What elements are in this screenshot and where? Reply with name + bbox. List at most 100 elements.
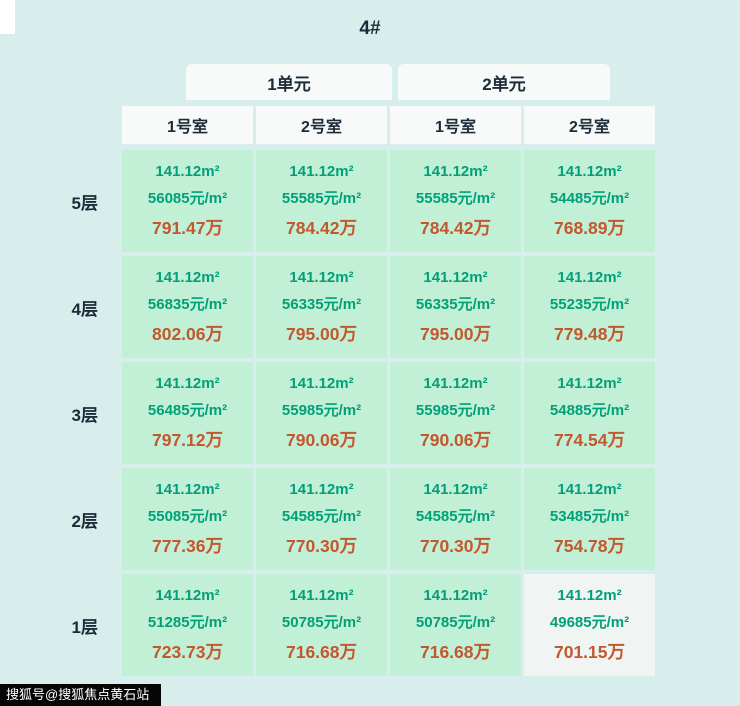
table-row: 141.12m² 56485元/m² 797.12万 141.12m² 5598…	[122, 362, 655, 464]
cell-unit-price: 55235元/m²	[549, 295, 630, 313]
cell-total-price: 723.73万	[151, 641, 224, 662]
cell-area: 141.12m²	[155, 480, 220, 498]
floor-label: 5层	[71, 193, 98, 213]
cell-area: 141.12m²	[557, 268, 622, 286]
corner-notch	[0, 0, 15, 34]
cell-total-price: 797.12万	[151, 429, 224, 450]
cell-unit-price: 51285元/m²	[147, 613, 228, 631]
cell-area: 141.12m²	[423, 374, 488, 392]
cell-total-price: 716.68万	[285, 641, 358, 662]
price-cell: 141.12m² 50785元/m² 716.68万	[390, 574, 521, 676]
floor-label: 1层	[71, 617, 98, 637]
cell-total-price: 790.06万	[419, 429, 492, 450]
cell-unit-price: 54885元/m²	[549, 401, 630, 419]
cell-total-price: 701.15万	[553, 641, 626, 662]
price-cell: 141.12m² 56835元/m² 802.06万	[122, 256, 253, 358]
cell-area: 141.12m²	[289, 374, 354, 392]
cell-area: 141.12m²	[289, 586, 354, 604]
cell-total-price: 777.36万	[151, 535, 224, 556]
price-cell: 141.12m² 55585元/m² 784.42万	[256, 150, 387, 252]
price-cell: 141.12m² 55235元/m² 779.48万	[524, 256, 655, 358]
cell-total-price: 784.42万	[285, 217, 358, 238]
cell-unit-price: 55985元/m²	[281, 401, 362, 419]
cell-area: 141.12m²	[423, 480, 488, 498]
cell-unit-price: 50785元/m²	[415, 613, 496, 631]
price-cell: 141.12m² 54485元/m² 768.89万	[524, 150, 655, 252]
cell-area: 141.12m²	[557, 162, 622, 180]
unit-tab-1[interactable]: 1单元	[186, 64, 392, 100]
floor-label: 2层	[71, 511, 98, 531]
cell-total-price: 795.00万	[419, 323, 492, 344]
cell-unit-price: 55085元/m²	[147, 507, 228, 525]
floor-label-column: 5层 4层 3层 2层 1层	[0, 150, 112, 676]
cell-total-price: 784.42万	[419, 217, 492, 238]
room-header: 2号室	[524, 106, 655, 144]
cell-area: 141.12m²	[289, 480, 354, 498]
cell-total-price: 770.30万	[285, 535, 358, 556]
table-rows: 141.12m² 56085元/m² 791.47万 141.12m² 5558…	[122, 150, 655, 676]
price-cell: 141.12m² 55985元/m² 790.06万	[390, 362, 521, 464]
cell-area: 141.12m²	[289, 268, 354, 286]
cell-unit-price: 55585元/m²	[281, 189, 362, 207]
room-header: 1号室	[122, 106, 253, 144]
cell-area: 141.12m²	[155, 162, 220, 180]
cell-unit-price: 54485元/m²	[549, 189, 630, 207]
price-cell: 141.12m² 56485元/m² 797.12万	[122, 362, 253, 464]
price-cell: 141.12m² 54585元/m² 770.30万	[256, 468, 387, 570]
cell-unit-price: 56835元/m²	[147, 295, 228, 313]
cell-unit-price: 49685元/m²	[549, 613, 630, 631]
table-row: 141.12m² 51285元/m² 723.73万 141.12m² 5078…	[122, 574, 655, 676]
cell-area: 141.12m²	[155, 268, 220, 286]
price-cell-highlighted: 141.12m² 49685元/m² 701.15万	[524, 574, 655, 676]
cell-area: 141.12m²	[557, 374, 622, 392]
table-row: 141.12m² 56835元/m² 802.06万 141.12m² 5633…	[122, 256, 655, 358]
cell-area: 141.12m²	[557, 480, 622, 498]
cell-area: 141.12m²	[423, 268, 488, 286]
room-header: 1号室	[390, 106, 521, 144]
cell-area: 141.12m²	[557, 586, 622, 604]
cell-total-price: 779.48万	[553, 323, 626, 344]
cell-unit-price: 50785元/m²	[281, 613, 362, 631]
price-cell: 141.12m² 54585元/m² 770.30万	[390, 468, 521, 570]
cell-unit-price: 55985元/m²	[415, 401, 496, 419]
cell-unit-price: 56335元/m²	[415, 295, 496, 313]
cell-area: 141.12m²	[423, 162, 488, 180]
cell-unit-price: 53485元/m²	[549, 507, 630, 525]
cell-total-price: 795.00万	[285, 323, 358, 344]
price-cell: 141.12m² 51285元/m² 723.73万	[122, 574, 253, 676]
cell-total-price: 791.47万	[151, 217, 224, 238]
price-cell: 141.12m² 55085元/m² 777.36万	[122, 468, 253, 570]
price-cell: 141.12m² 54885元/m² 774.54万	[524, 362, 655, 464]
watermark: 搜狐号@搜狐焦点黄石站	[0, 684, 162, 706]
price-cell: 141.12m² 55985元/m² 790.06万	[256, 362, 387, 464]
cell-total-price: 790.06万	[285, 429, 358, 450]
price-cell: 141.12m² 53485元/m² 754.78万	[524, 468, 655, 570]
unit-tab-2[interactable]: 2单元	[398, 64, 610, 100]
unit-tabs: 1单元 2单元	[122, 64, 655, 100]
cell-unit-price: 56485元/m²	[147, 401, 228, 419]
cell-unit-price: 56335元/m²	[281, 295, 362, 313]
cell-area: 141.12m²	[155, 586, 220, 604]
price-cell: 141.12m² 56335元/m² 795.00万	[390, 256, 521, 358]
price-cell: 141.12m² 56085元/m² 791.47万	[122, 150, 253, 252]
cell-area: 141.12m²	[155, 374, 220, 392]
cell-unit-price: 54585元/m²	[281, 507, 362, 525]
price-table: 1单元 2单元 1号室 2号室 1号室 2号室 141.12m² 56085元/…	[122, 64, 655, 676]
cell-total-price: 770.30万	[419, 535, 492, 556]
page-title: 4#	[359, 18, 381, 39]
cell-total-price: 774.54万	[553, 429, 626, 450]
table-row: 141.12m² 56085元/m² 791.47万 141.12m² 5558…	[122, 150, 655, 252]
cell-total-price: 802.06万	[151, 323, 224, 344]
cell-area: 141.12m²	[423, 586, 488, 604]
cell-unit-price: 54585元/m²	[415, 507, 496, 525]
cell-total-price: 716.68万	[419, 641, 492, 662]
cell-unit-price: 55585元/m²	[415, 189, 496, 207]
table-row: 141.12m² 55085元/m² 777.36万 141.12m² 5458…	[122, 468, 655, 570]
cell-area: 141.12m²	[289, 162, 354, 180]
floor-label: 3层	[71, 405, 98, 425]
room-header-row: 1号室 2号室 1号室 2号室	[122, 106, 655, 144]
cell-unit-price: 56085元/m²	[147, 189, 228, 207]
price-cell: 141.12m² 55585元/m² 784.42万	[390, 150, 521, 252]
room-header: 2号室	[256, 106, 387, 144]
